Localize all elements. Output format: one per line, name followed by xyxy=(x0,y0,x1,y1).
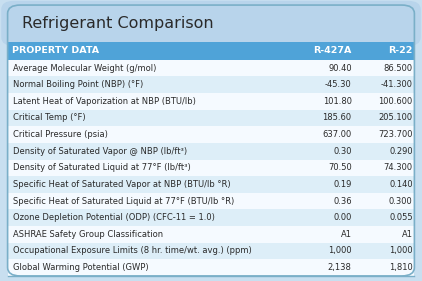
Text: A1: A1 xyxy=(402,230,413,239)
Text: Refrigerant Comparison: Refrigerant Comparison xyxy=(22,16,214,31)
Text: 0.055: 0.055 xyxy=(389,213,413,222)
Bar xyxy=(8,76,414,93)
Text: 100.600: 100.600 xyxy=(379,97,413,106)
Text: Global Warming Potential (GWP): Global Warming Potential (GWP) xyxy=(13,263,149,272)
Text: 637.00: 637.00 xyxy=(322,130,352,139)
Text: A1: A1 xyxy=(341,230,352,239)
Text: Latent Heat of Vaporization at NBP (BTU/lb): Latent Heat of Vaporization at NBP (BTU/… xyxy=(13,97,196,106)
Text: 74.300: 74.300 xyxy=(384,163,413,172)
Text: Density of Saturated Liquid at 77°F (lb/ft³): Density of Saturated Liquid at 77°F (lb/… xyxy=(13,163,191,172)
Text: R-427A: R-427A xyxy=(313,46,352,55)
Text: 723.700: 723.700 xyxy=(378,130,413,139)
Bar xyxy=(8,126,414,143)
Text: Occupational Exposure Limits (8 hr. time/wt. avg.) (ppm): Occupational Exposure Limits (8 hr. time… xyxy=(13,246,252,255)
Bar xyxy=(8,60,414,76)
Text: Specific Heat of Saturated Vapor at NBP (BTU/lb °R): Specific Heat of Saturated Vapor at NBP … xyxy=(13,180,231,189)
Text: 0.00: 0.00 xyxy=(333,213,352,222)
Text: R-22: R-22 xyxy=(388,46,413,55)
Text: 1,000: 1,000 xyxy=(389,246,413,255)
Text: PROPERTY DATA: PROPERTY DATA xyxy=(12,46,99,55)
Text: 185.60: 185.60 xyxy=(322,114,352,123)
Bar xyxy=(8,193,414,209)
Text: 86.500: 86.500 xyxy=(384,64,413,72)
Text: 2,138: 2,138 xyxy=(328,263,352,272)
Bar xyxy=(8,209,414,226)
Bar xyxy=(8,42,414,60)
Text: 101.80: 101.80 xyxy=(323,97,352,106)
Text: Critical Temp (°F): Critical Temp (°F) xyxy=(13,114,86,123)
Text: ASHRAE Safety Group Classification: ASHRAE Safety Group Classification xyxy=(13,230,163,239)
Text: -45.30: -45.30 xyxy=(325,80,352,89)
Text: Average Molecular Weight (g/mol): Average Molecular Weight (g/mol) xyxy=(13,64,157,72)
Bar xyxy=(8,143,414,160)
Bar xyxy=(8,176,414,193)
Text: 1,810: 1,810 xyxy=(389,263,413,272)
Text: 0.19: 0.19 xyxy=(333,180,352,189)
Text: Normal Boiling Point (NBP) (°F): Normal Boiling Point (NBP) (°F) xyxy=(13,80,143,89)
Text: 90.40: 90.40 xyxy=(328,64,352,72)
Text: 0.30: 0.30 xyxy=(333,147,352,156)
Text: Ozone Depletion Potential (ODP) (CFC-11 = 1.0): Ozone Depletion Potential (ODP) (CFC-11 … xyxy=(13,213,215,222)
Text: Critical Pressure (psia): Critical Pressure (psia) xyxy=(13,130,108,139)
Bar xyxy=(8,27,414,42)
Text: -41.300: -41.300 xyxy=(381,80,413,89)
Text: 70.50: 70.50 xyxy=(328,163,352,172)
Text: Specific Heat of Saturated Liquid at 77°F (BTU/lb °R): Specific Heat of Saturated Liquid at 77°… xyxy=(13,197,234,206)
Bar xyxy=(8,243,414,259)
Text: 205.100: 205.100 xyxy=(379,114,413,123)
Text: 0.140: 0.140 xyxy=(389,180,413,189)
Text: 0.36: 0.36 xyxy=(333,197,352,206)
Bar xyxy=(8,93,414,110)
Bar xyxy=(8,226,414,243)
Text: 0.300: 0.300 xyxy=(389,197,413,206)
Bar xyxy=(8,259,414,276)
Bar xyxy=(8,110,414,126)
Text: Density of Saturated Vapor @ NBP (lb/ft³): Density of Saturated Vapor @ NBP (lb/ft³… xyxy=(13,147,187,156)
FancyBboxPatch shape xyxy=(1,1,421,46)
Text: 1,000: 1,000 xyxy=(328,246,352,255)
Bar xyxy=(8,160,414,176)
Text: 0.290: 0.290 xyxy=(389,147,413,156)
